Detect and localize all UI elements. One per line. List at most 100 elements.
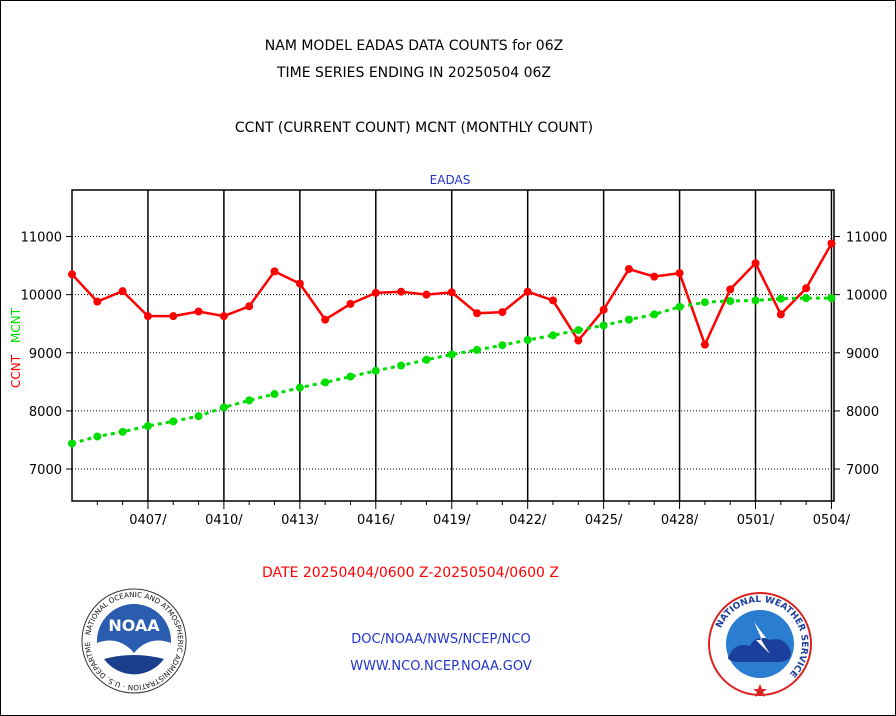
x-tick-label: 0407/ <box>129 513 167 528</box>
data-point-mcnt <box>599 321 608 330</box>
data-point-mcnt <box>169 417 178 426</box>
x-tick-label: 0428/ <box>661 513 699 528</box>
series-layer <box>68 239 836 448</box>
label-layer: 7000 7000 8000 8000 9000 9000 10000 10000 11000 1… <box>9 173 887 528</box>
data-point-mcnt <box>675 302 684 311</box>
chart-title-line1: NAM MODEL EADAS DATA COUNTS for 06Z <box>264 38 564 54</box>
data-point-mcnt <box>118 427 127 436</box>
data-point-mcnt <box>422 355 431 364</box>
axis-layer <box>66 189 840 509</box>
data-point-mcnt <box>726 297 735 306</box>
chart-subtitle: CCNT (CURRENT COUNT) MCNT (MONTHLY COUNT… <box>234 120 594 136</box>
data-point-mcnt <box>574 326 583 335</box>
data-point-ccnt <box>68 270 76 279</box>
x-tick-label: 0422/ <box>509 513 547 528</box>
plot-title: EADAS <box>430 173 471 187</box>
data-point-mcnt <box>321 378 330 387</box>
y-tick-label-left: 10000 <box>21 289 62 304</box>
nws-logo: NATIONAL WEATHER SERVICE <box>708 592 812 697</box>
data-point-ccnt <box>118 287 127 296</box>
data-point-ccnt <box>726 285 735 294</box>
data-point-ccnt <box>599 305 608 314</box>
nws-logo-cloud <box>728 638 791 662</box>
data-point-mcnt <box>68 439 76 448</box>
data-point-ccnt <box>219 312 228 321</box>
data-point-mcnt <box>219 403 228 412</box>
website-link[interactable]: WWW.NCO.NCEP.NOAA.GOV <box>350 659 532 674</box>
data-point-mcnt <box>270 390 279 399</box>
data-point-mcnt <box>346 372 355 381</box>
data-point-ccnt <box>548 296 557 305</box>
data-point-ccnt <box>650 272 659 281</box>
data-point-ccnt <box>169 312 178 321</box>
data-point-mcnt <box>700 298 709 307</box>
x-tick-label: 0419/ <box>433 513 471 528</box>
data-point-mcnt <box>143 422 152 431</box>
data-point-ccnt <box>473 309 482 318</box>
data-point-mcnt <box>447 350 456 359</box>
data-point-mcnt <box>371 366 380 375</box>
org-path-link[interactable]: DOC/NOAA/NWS/NCEP/NCO <box>351 632 531 647</box>
data-point-mcnt <box>295 383 304 392</box>
plot-area-frame <box>71 189 835 502</box>
date-range-label: DATE 20250404/0600 Z-20250504/0600 Z <box>262 565 559 581</box>
data-point-mcnt <box>194 412 203 421</box>
data-point-ccnt <box>827 239 836 248</box>
data-point-ccnt <box>371 288 380 297</box>
noaa-logo: NATIONAL OCEANIC AND ATMOSPHERIC ADMINIS… <box>81 588 187 694</box>
data-point-ccnt <box>93 297 102 306</box>
data-point-ccnt <box>802 284 811 293</box>
data-point-ccnt <box>523 287 532 296</box>
data-point-ccnt <box>447 288 456 297</box>
y-tick-label-left: 9000 <box>29 347 62 362</box>
data-point-mcnt <box>473 345 482 354</box>
data-point-ccnt <box>574 336 583 345</box>
noaa-logo-text: NOAA <box>108 616 160 635</box>
data-point-ccnt <box>498 308 507 317</box>
y-axis-label-ccnt: CCNT <box>9 354 23 388</box>
chart-title-line2: TIME SERIES ENDING IN 20250504 06Z <box>277 65 551 81</box>
data-point-mcnt <box>245 396 254 405</box>
data-point-mcnt <box>751 296 760 305</box>
y-tick-label-right: 9000 <box>846 347 879 362</box>
y-tick-label-right: 7000 <box>846 463 879 478</box>
x-tick-label: 0504/ <box>813 513 851 528</box>
data-point-mcnt <box>93 432 102 441</box>
nws-logo-star <box>753 684 767 697</box>
data-point-mcnt <box>498 341 507 350</box>
y-tick-label-right: 10000 <box>846 289 887 304</box>
data-point-ccnt <box>245 302 254 311</box>
data-point-mcnt <box>624 315 633 324</box>
data-point-ccnt <box>624 265 633 274</box>
data-point-ccnt <box>776 310 785 319</box>
data-point-mcnt <box>650 310 659 319</box>
data-point-mcnt <box>397 361 406 370</box>
data-point-ccnt <box>295 279 304 288</box>
data-point-ccnt <box>675 269 684 278</box>
y-tick-label-left: 7000 <box>29 463 62 478</box>
data-point-ccnt <box>700 340 709 349</box>
noaa-logo-sea <box>104 655 164 675</box>
data-point-mcnt <box>548 331 557 340</box>
grid-layer <box>72 190 834 501</box>
data-point-ccnt <box>751 259 760 268</box>
y-tick-label-left: 11000 <box>21 231 62 246</box>
y-tick-label-right: 8000 <box>846 405 879 420</box>
x-tick-label: 0425/ <box>585 513 623 528</box>
x-tick-label: 0416/ <box>357 513 395 528</box>
data-point-ccnt <box>321 315 330 324</box>
y-tick-label-right: 11000 <box>846 231 887 246</box>
data-point-ccnt <box>422 290 431 299</box>
data-point-ccnt <box>270 267 279 276</box>
x-tick-label: 0410/ <box>205 513 243 528</box>
data-point-ccnt <box>346 299 355 308</box>
data-point-mcnt <box>523 335 532 344</box>
y-tick-label-left: 8000 <box>29 405 62 420</box>
nws-logo-lightning <box>754 622 770 654</box>
y-axis-label-mcnt: MCNT <box>9 307 23 343</box>
data-point-mcnt <box>776 294 785 303</box>
x-tick-label: 0413/ <box>281 513 319 528</box>
x-tick-label: 0501/ <box>737 513 775 528</box>
data-point-ccnt <box>397 287 406 296</box>
